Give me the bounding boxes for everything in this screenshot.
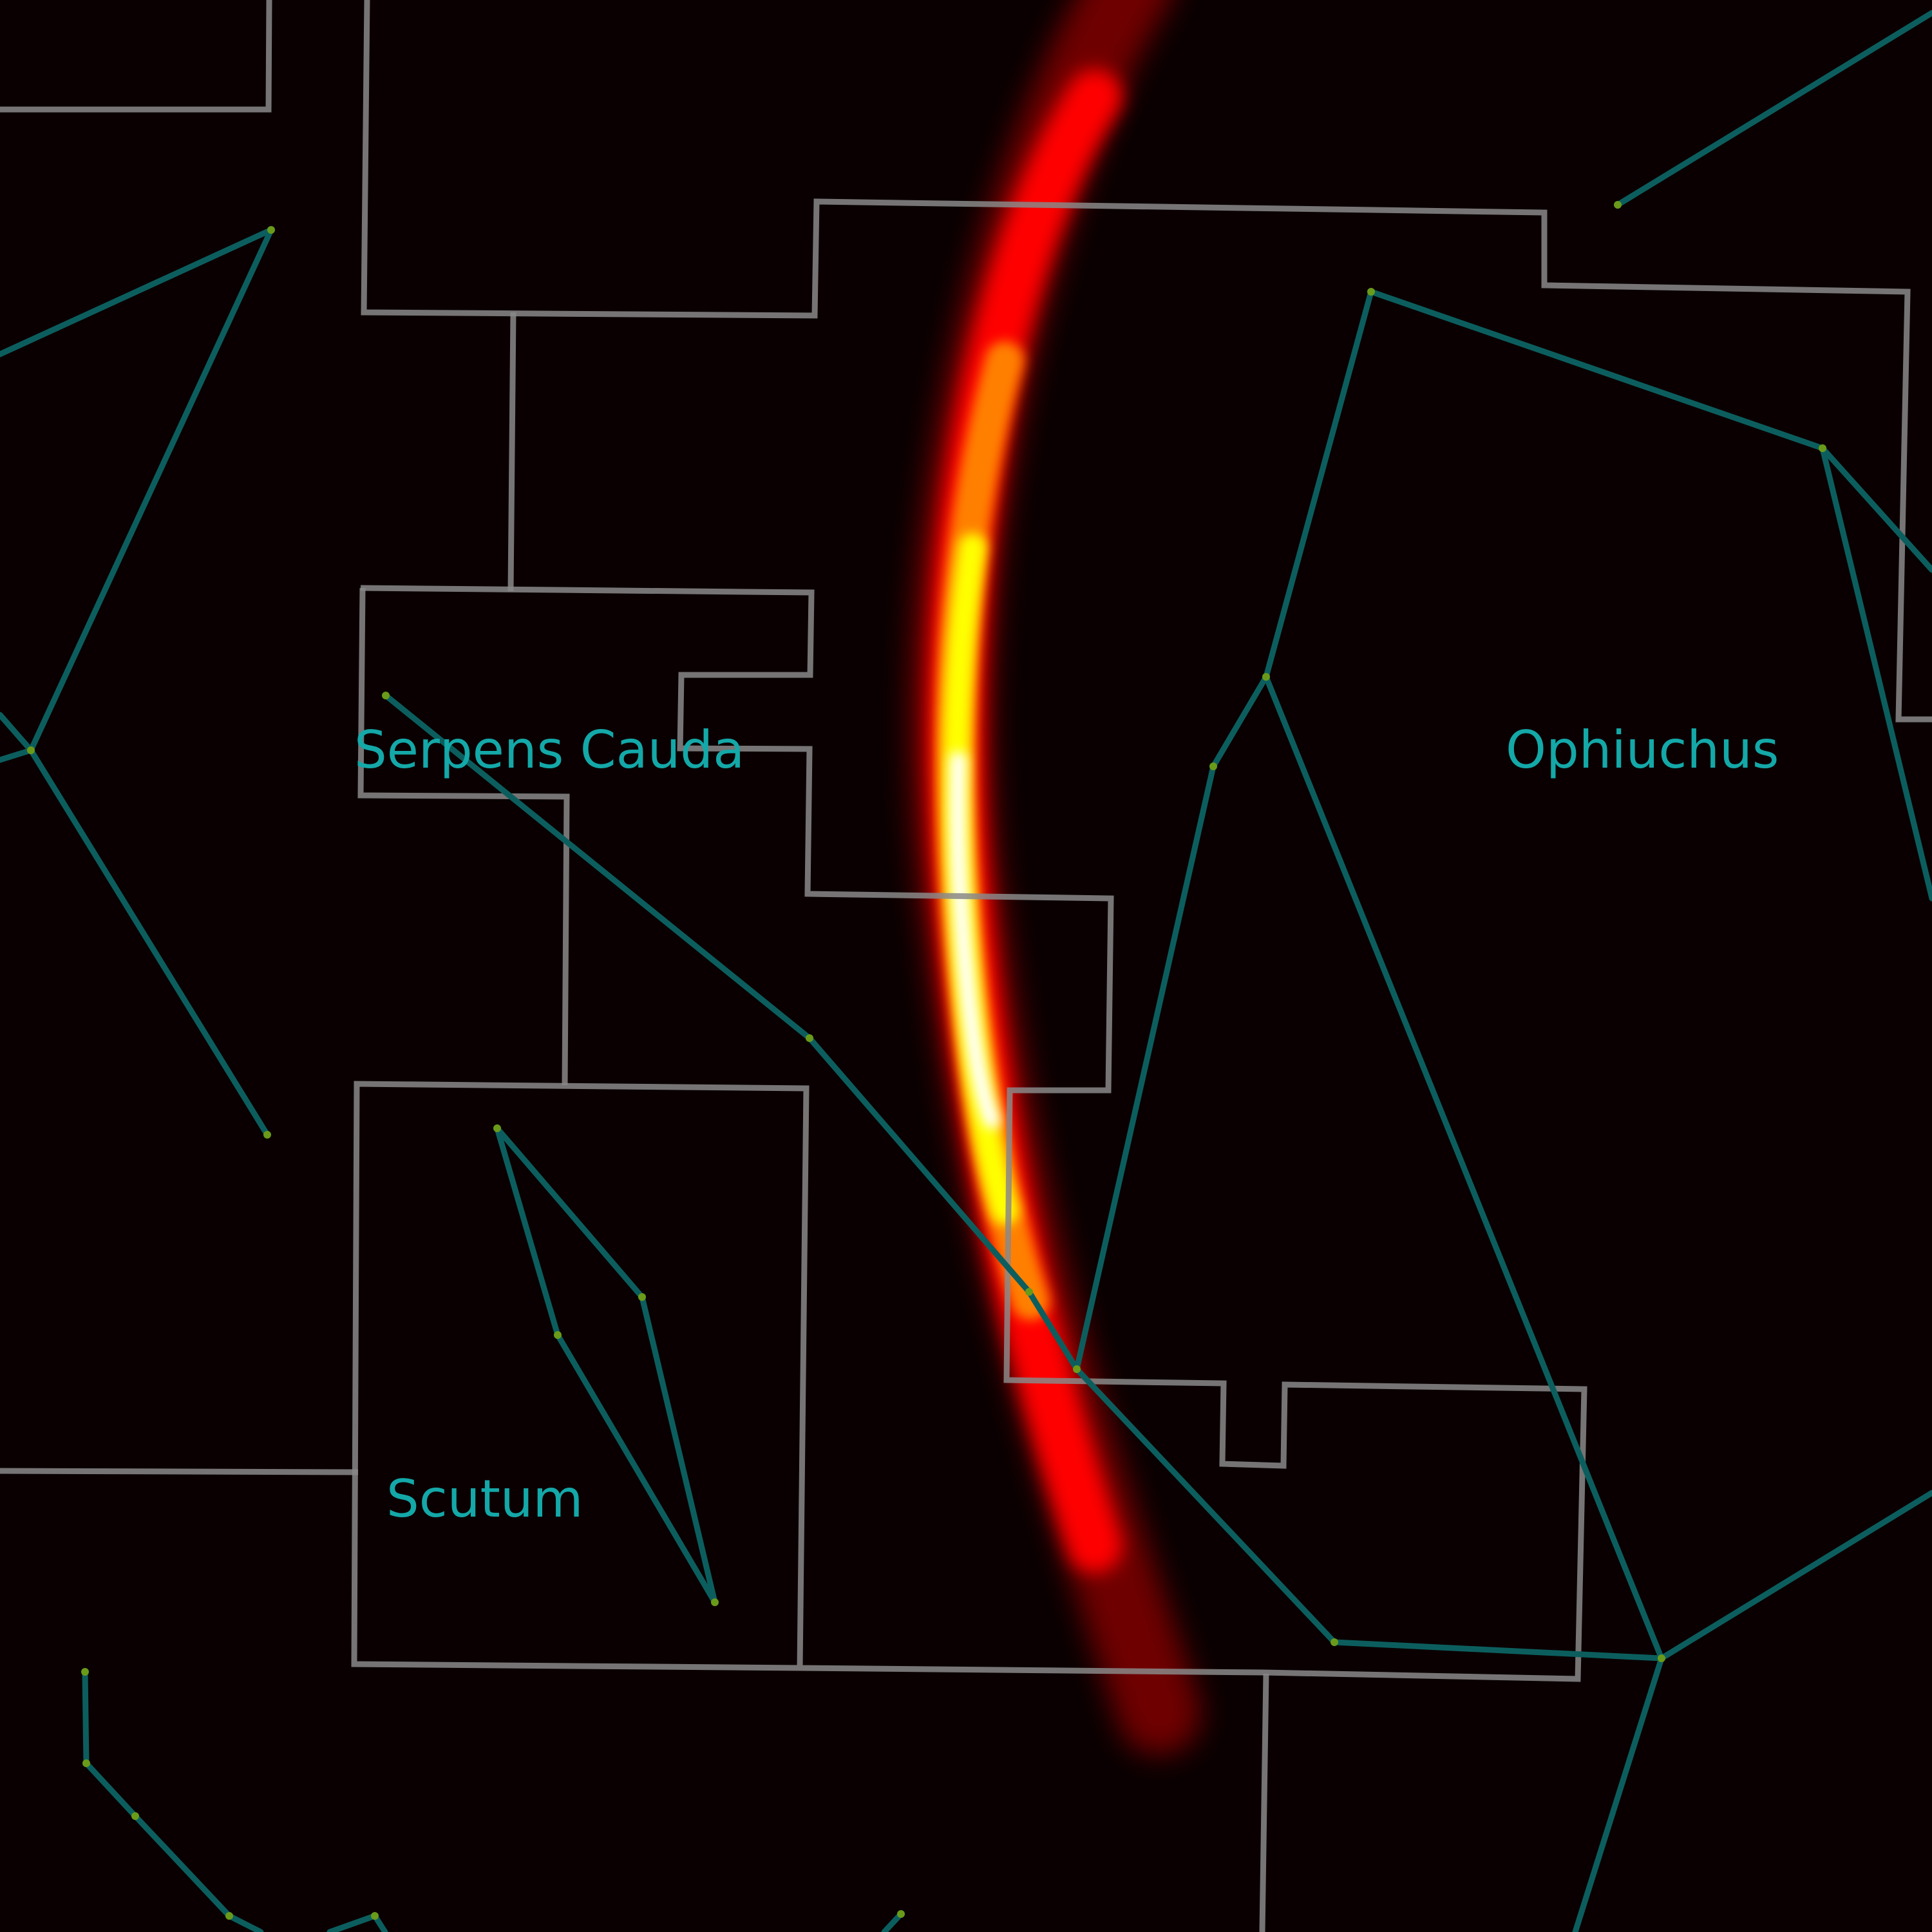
star (493, 1124, 501, 1132)
star (711, 1598, 719, 1606)
stars (27, 201, 1826, 1920)
star (1367, 288, 1375, 296)
star (82, 1759, 90, 1767)
label-ophiuchus: Ophiuchus (1506, 720, 1779, 780)
star (638, 1293, 646, 1301)
star (225, 1912, 233, 1920)
figure-line (1819, 445, 1932, 902)
boundary-line (357, 587, 570, 1086)
star (1209, 762, 1217, 770)
star (131, 1812, 139, 1820)
label-scutum: Scutum (386, 1469, 583, 1529)
figure-line (0, 227, 274, 1138)
star (1819, 444, 1826, 452)
arc-white-core (949, 752, 1000, 1129)
star (806, 1034, 813, 1042)
star (371, 1912, 379, 1920)
figure-line (1074, 289, 1932, 1372)
figure-line (1615, 10, 1932, 208)
figure-line (1572, 1655, 1665, 1932)
boundary-line (351, 585, 1587, 1682)
star (1073, 1365, 1081, 1373)
star (1658, 1654, 1665, 1662)
star (382, 692, 390, 699)
star (1262, 673, 1270, 681)
star (897, 1910, 905, 1918)
constellation-labels: Serpens Cauda Ophiuchus Scutum (354, 720, 1779, 1529)
figure-line (383, 692, 1665, 1662)
star (554, 1331, 562, 1339)
label-serpens-cauda: Serpens Cauda (354, 720, 744, 780)
star (267, 226, 275, 234)
boundary-line (0, 1468, 359, 1475)
figure-line (881, 1911, 904, 1932)
star (1025, 1288, 1033, 1296)
star (27, 746, 35, 754)
boundary-line (1259, 1673, 1269, 1932)
boundary-line (0, 0, 272, 113)
star (81, 1668, 89, 1676)
boundary-line (507, 312, 516, 592)
star (263, 1131, 271, 1139)
star (1614, 201, 1622, 209)
star (1331, 1638, 1338, 1646)
